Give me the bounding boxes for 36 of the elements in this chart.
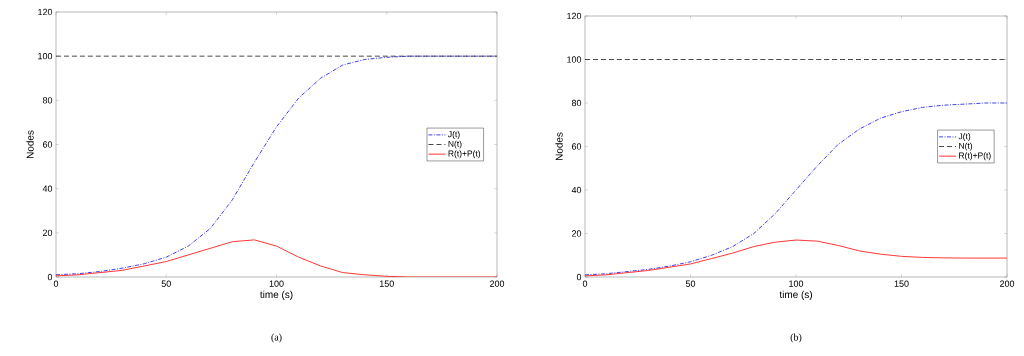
x-axis-title: time (s) — [779, 290, 812, 301]
text: (a) — [271, 333, 282, 343]
legend-label: R(t)+P(t) — [959, 152, 991, 161]
x-tick-label: 50 — [161, 280, 171, 287]
y-tick-label: 40 — [571, 186, 582, 194]
y-tick-label: 100 — [567, 56, 582, 63]
x-tick-label: 150 — [894, 280, 909, 287]
y-tick-label: 0 — [576, 273, 582, 281]
y-tick-label: 80 — [571, 99, 582, 107]
x-tick-label: 0 — [582, 280, 588, 287]
x-tick-label: 100 — [269, 280, 284, 287]
y-axis-title: Nodes — [26, 130, 34, 159]
x-tick-label: 50 — [685, 280, 696, 287]
y-tick-label: 60 — [42, 141, 53, 148]
y-tick-label: 60 — [571, 143, 582, 150]
x-tick-label: 0 — [53, 280, 59, 287]
y-tick-label: 20 — [42, 229, 53, 237]
y-tick-label: 120 — [567, 12, 582, 20]
x-axis-title: time (s) — [260, 290, 293, 301]
x-tick-label: 100 — [789, 280, 804, 287]
y-tick-label: 20 — [571, 230, 582, 237]
x-tick-label: 200 — [489, 280, 505, 287]
y-tick-label: 100 — [38, 52, 53, 60]
y-tick-label: 40 — [42, 185, 53, 192]
legend-label: R(t)+P(t) — [448, 150, 481, 159]
legend-label: N(t) — [448, 140, 462, 149]
y-tick-label: 120 — [38, 8, 53, 16]
legend-label: J(t) — [958, 133, 971, 141]
y-tick-label: 0 — [47, 273, 53, 281]
y-axis-title: Nodes — [555, 132, 563, 161]
x-tick-label: 150 — [379, 280, 394, 287]
legend-label: N(t) — [959, 142, 973, 151]
y-tick-label: 80 — [42, 97, 53, 104]
x-tick-label: 200 — [999, 280, 1015, 287]
text: (b) — [790, 333, 802, 343]
legend-label: J(t) — [448, 131, 460, 139]
